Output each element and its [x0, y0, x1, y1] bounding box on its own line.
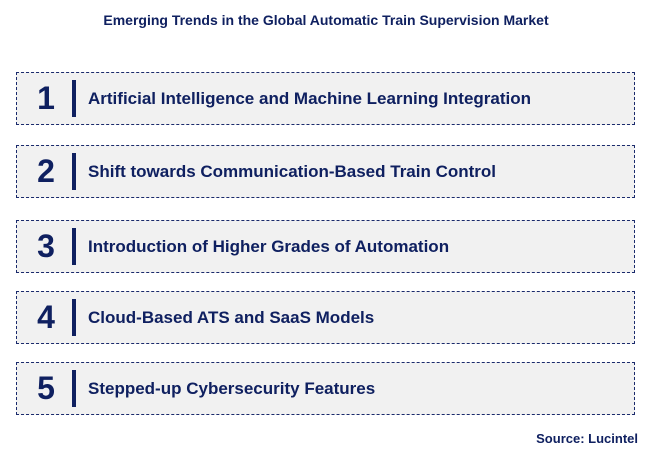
source-note: Source: Lucintel	[536, 431, 638, 446]
divider	[72, 228, 76, 265]
item-label: Artificial Intelligence and Machine Lear…	[88, 89, 532, 108]
divider	[72, 299, 76, 336]
item-label: Stepped-up Cybersecurity Features	[88, 379, 376, 398]
trend-item-2: 2 Shift towards Communication-Based Trai…	[16, 145, 635, 198]
item-number: 1	[37, 80, 55, 116]
item-number: 4	[37, 299, 55, 335]
item-number: 3	[37, 228, 55, 264]
divider	[72, 370, 76, 407]
diagram-title: Emerging Trends in the Global Automatic …	[103, 12, 549, 28]
item-label: Cloud-Based ATS and SaaS Models	[88, 308, 375, 327]
divider	[72, 153, 76, 190]
trend-item-5: 5 Stepped-up Cybersecurity Features	[16, 362, 635, 415]
trend-item-4: 4 Cloud-Based ATS and SaaS Models	[16, 291, 635, 344]
item-number: 5	[37, 370, 55, 406]
item-number: 2	[37, 153, 55, 189]
trend-item-1: 1 Artificial Intelligence and Machine Le…	[16, 72, 635, 125]
item-label: Shift towards Communication-Based Train …	[88, 162, 497, 181]
trend-item-3: 3 Introduction of Higher Grades of Autom…	[16, 220, 635, 273]
item-label: Introduction of Higher Grades of Automat…	[88, 237, 450, 256]
divider	[72, 80, 76, 117]
